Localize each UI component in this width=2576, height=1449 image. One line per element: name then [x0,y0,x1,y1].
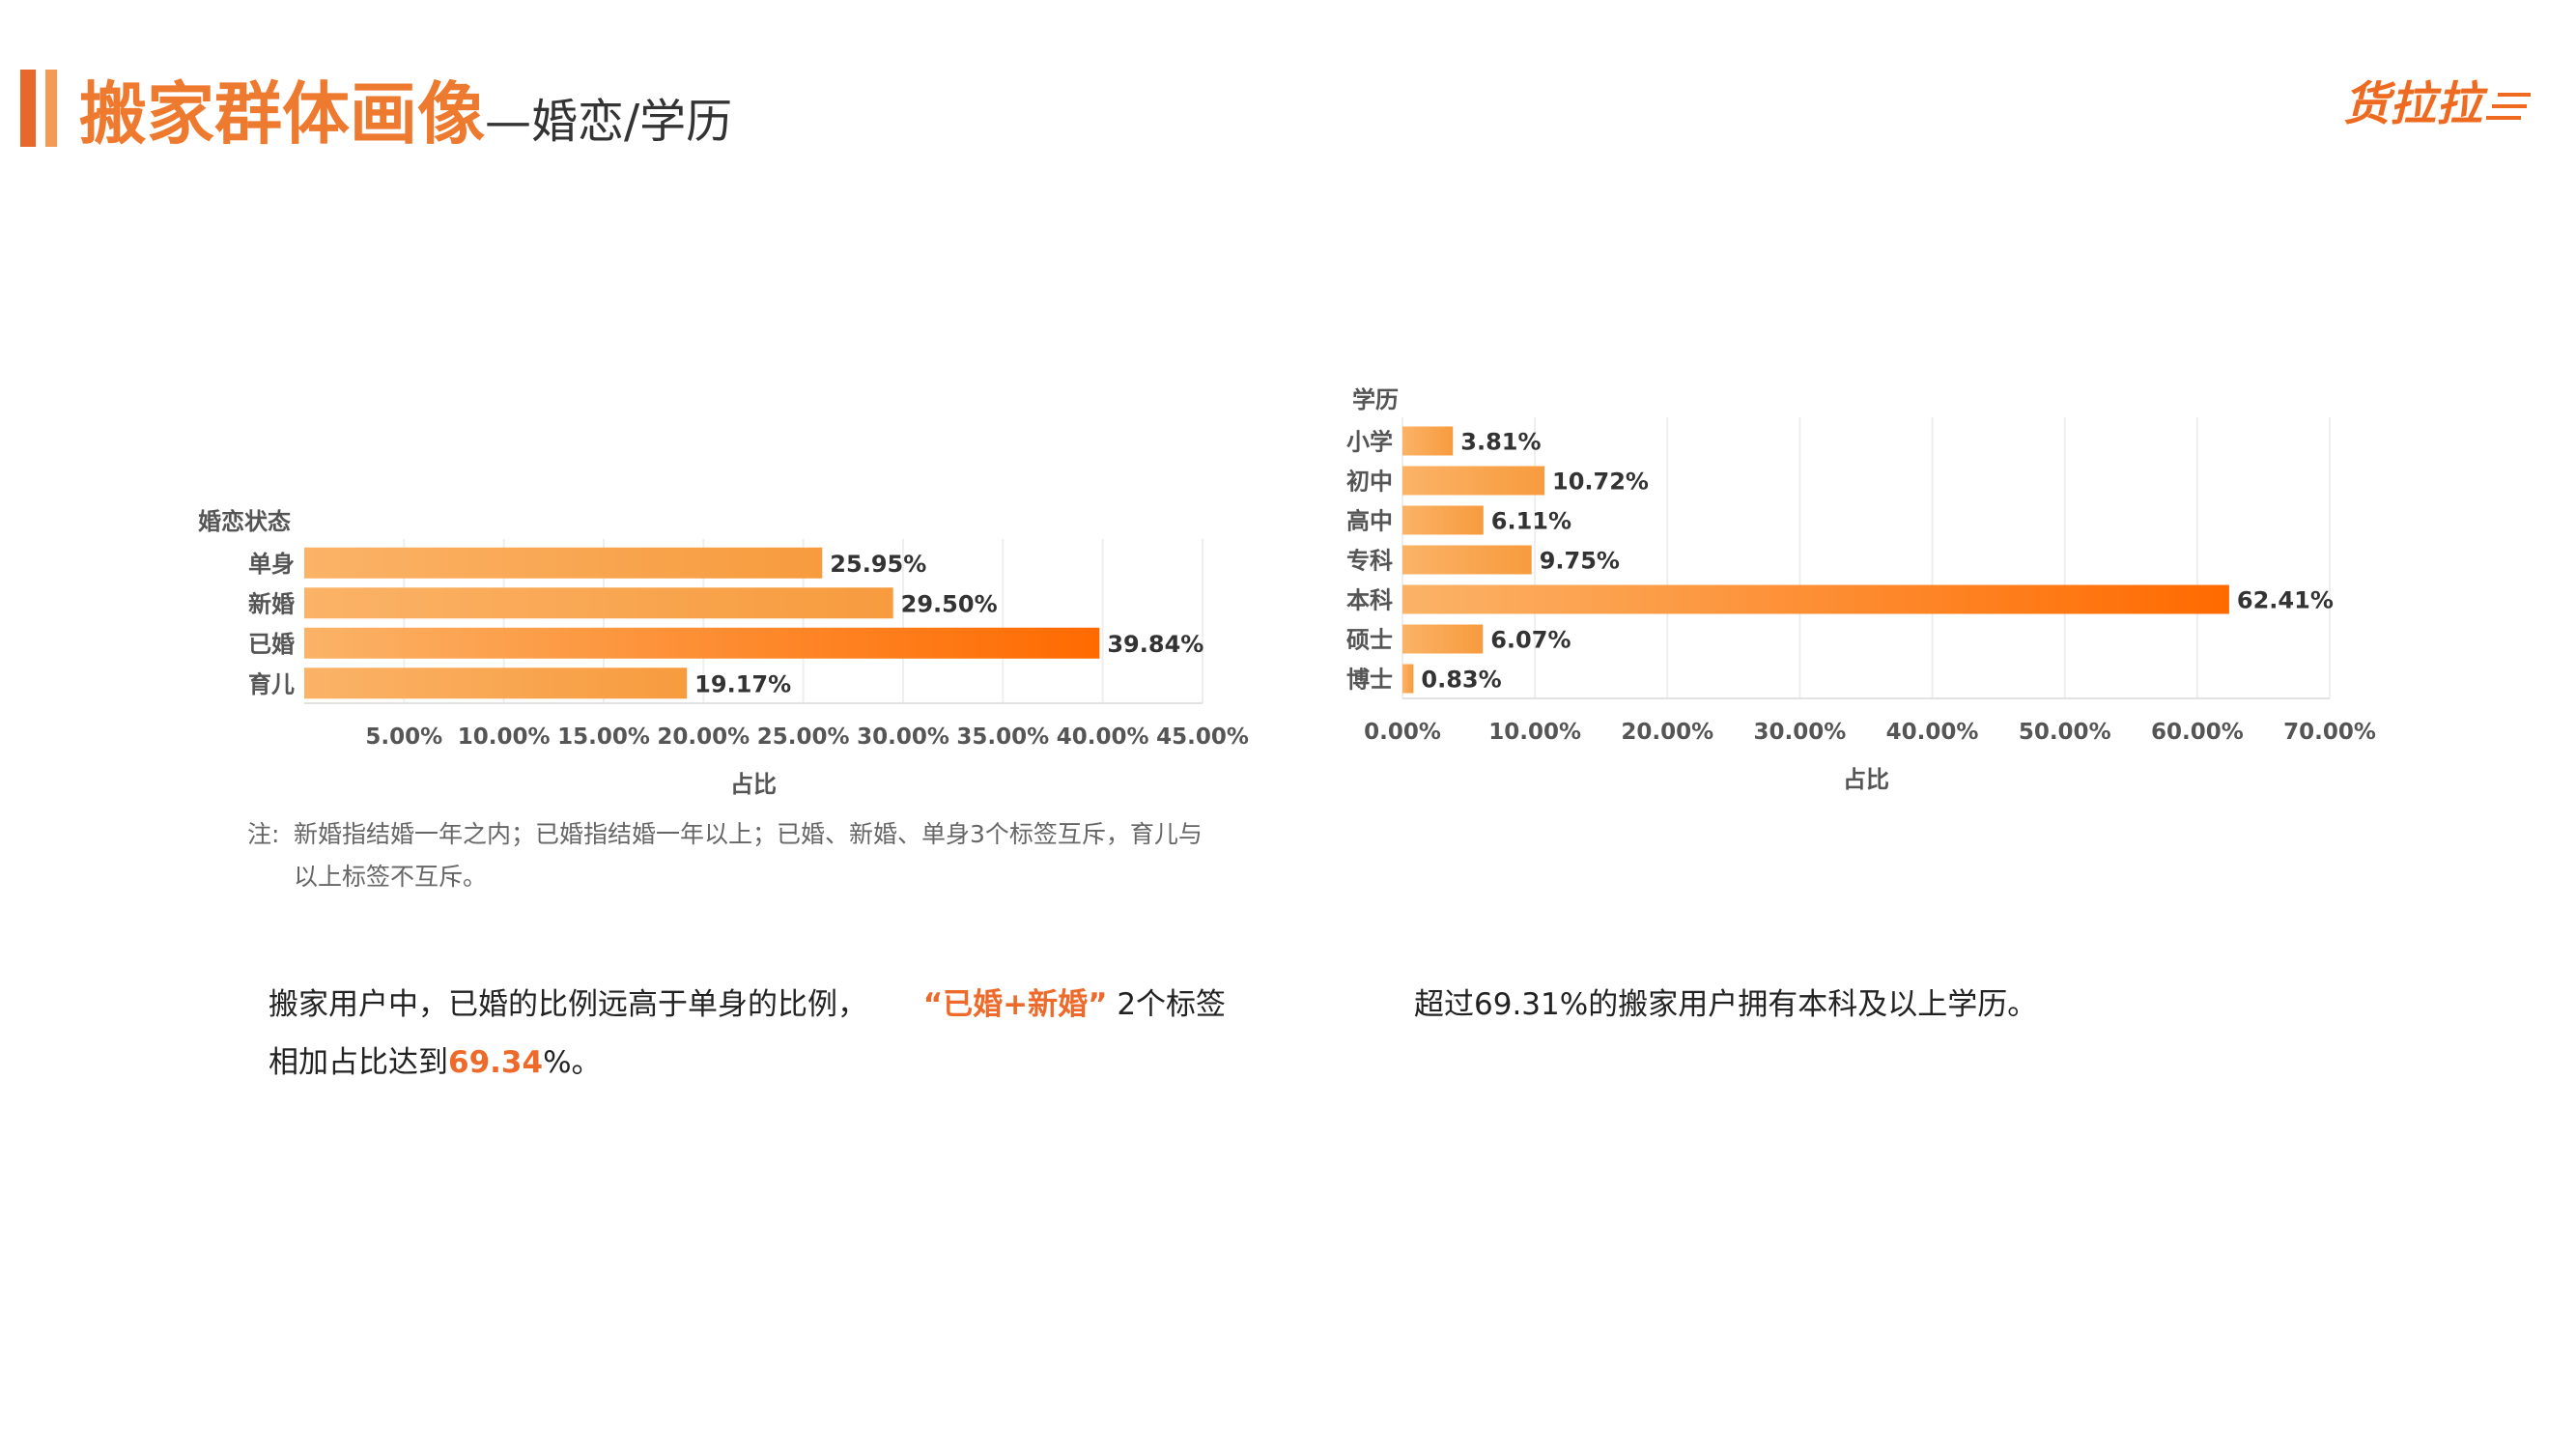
value-label: 29.50% [901,590,998,617]
tick-label: 20.00% [1621,720,1713,745]
value-label: 25.95% [830,551,926,578]
education-chart: 学历小学 3.81% 初中 10.72% 高中 6.11% 专科 9.75% 本科 62.41% 硕… [1333,377,2405,792]
value-label: 62.41% [2237,587,2334,614]
bar-小学 [1402,426,1454,456]
bar-专科 [1402,545,1532,575]
summary-marital-part2: 2个标签 [1117,987,1227,1022]
summary-marital-part1: 搬家用户中，已婚的比例远高于单身的比例， [269,987,867,1022]
bar-博士 [1402,664,1414,694]
accent-bar-light [45,70,57,147]
summary-marital: 搬家用户中，已婚的比例远高于单身的比例， “已婚+新婚” 2个标签 相加占比达到… [269,976,1283,1092]
value-label: 39.84% [1107,631,1203,658]
tick-label: 30.00% [857,724,949,750]
brand-logo-text: 货拉拉 [2343,77,2488,131]
category-label: 博士 [1346,667,1393,694]
tick-label: 40.00% [1057,724,1149,750]
brand-logo: 货拉拉 [2337,68,2531,137]
summary-education-text: 超过69.31%的搬家用户拥有本科及以上学历。 [1414,987,2038,1022]
tick-label: 70.00% [2283,720,2376,745]
marital-status-chart: 婚恋状态单身 25.95% 新婚 29.50% 已婚 39.84% 育儿 19.17% 5.00… [184,493,1275,802]
value-label: 9.75% [1540,548,1620,575]
value-label: 6.07% [1490,627,1571,654]
summary-quote-close: ” [1088,987,1108,1022]
category-label: 小学 [1346,429,1393,456]
category-label: 专科 [1346,548,1393,575]
bar-单身 [304,547,823,579]
x-axis-title: 占比 [1843,766,1889,792]
bar-硕士 [1402,624,1484,654]
tick-label: 10.00% [458,724,551,750]
summary-education: 超过69.31%的搬家用户拥有本科及以上学历。 [1414,976,2283,1034]
category-label: 高中 [1346,508,1393,535]
category-axis-title: 学历 [1352,386,1399,413]
summary-highlight-married: 已婚+新婚 [943,987,1089,1022]
summary-marital-part3: 相加占比达到 [269,1045,448,1080]
category-axis-title: 婚恋状态 [198,508,291,535]
accent-bar-dark [20,70,36,147]
page-title-main: 搬家群体画像 [79,74,485,154]
tick-label: 35.00% [956,724,1049,750]
category-label: 单身 [248,551,295,578]
page-title: 搬家群体画像—婚恋/学历 [79,60,732,157]
category-label: 硕士 [1346,627,1393,654]
tick-label: 15.00% [557,724,650,750]
footnote-line-2: 以上标签不互斥。 [294,863,488,891]
value-label: 3.81% [1460,429,1541,456]
value-label: 0.83% [1421,667,1501,694]
tick-label: 10.00% [1488,720,1581,745]
bar-已婚 [304,627,1100,659]
bar-新婚 [304,587,893,619]
footnote-line-1: 新婚指结婚一年之内；已婚指结婚一年以上；已婚、新婚、单身3个标签互斥，育儿与 [294,820,1203,848]
category-label: 本科 [1346,587,1393,614]
summary-highlight-percent: 69.34 [448,1045,544,1080]
summary-quote-open: “ [922,987,944,1022]
page-title-sub: —婚恋/学历 [485,95,733,149]
tick-label: 45.00% [1156,724,1249,750]
tick-label: 0.00% [1364,720,1441,745]
bar-育儿 [304,668,688,699]
x-axis-title: 占比 [730,771,777,798]
value-label: 6.11% [1491,508,1571,535]
category-label: 初中 [1346,469,1393,496]
tick-label: 20.00% [657,724,750,750]
value-label: 19.17% [694,670,791,697]
tick-label: 60.00% [2151,720,2244,745]
tick-label: 50.00% [2019,720,2111,745]
tick-label: 25.00% [757,724,850,750]
summary-marital-part4: %。 [543,1045,602,1080]
category-label: 新婚 [248,590,295,617]
tick-label: 30.00% [1754,720,1847,745]
value-label: 10.72% [1552,469,1649,496]
category-label: 已婚 [248,631,295,658]
bar-本科 [1402,584,2229,614]
tick-label: 40.00% [1886,720,1979,745]
tick-label: 5.00% [365,724,442,750]
category-label: 育儿 [248,670,295,697]
bar-初中 [1402,466,1545,496]
title-accent-bars [20,70,59,147]
footnote-prefix: 注: [247,820,280,848]
bar-高中 [1402,505,1484,535]
